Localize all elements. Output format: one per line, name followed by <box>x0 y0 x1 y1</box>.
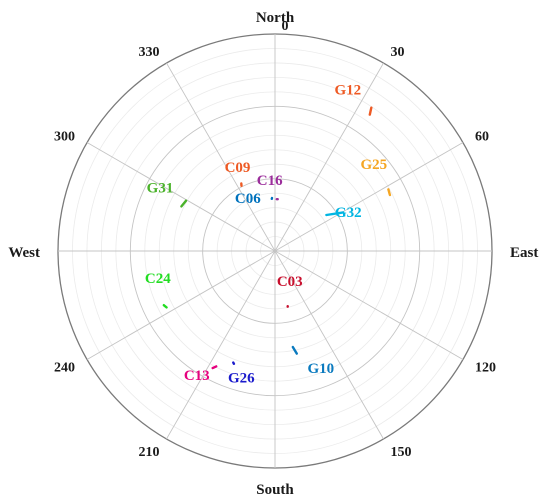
major-grid <box>57 33 493 469</box>
satellite-track <box>325 211 345 217</box>
west-label: West <box>8 245 40 261</box>
azimuth-tick-label: 210 <box>139 445 160 460</box>
azimuth-tick-label: 330 <box>139 45 160 60</box>
azimuth-spoke <box>274 142 464 252</box>
satellite-track <box>291 345 298 355</box>
satellite-tracks <box>162 106 392 370</box>
chart-labels: North South East West 030601201502102403… <box>0 0 538 498</box>
azimuth-spoke <box>86 142 276 252</box>
azimuth-tick-label: 240 <box>54 361 75 376</box>
south-label: South <box>256 482 294 498</box>
satellite-label: C09 <box>225 160 251 176</box>
satellite-label: G26 <box>228 371 255 387</box>
satellite-label: C24 <box>145 271 171 287</box>
azimuth-spoke <box>166 62 276 252</box>
satellite-track <box>368 106 373 116</box>
elevation-label: 60 <box>0 0 7 4</box>
azimuth-tick-label: 150 <box>391 445 412 460</box>
azimuth-spoke <box>86 250 276 360</box>
azimuth-tick-label: 120 <box>475 361 496 376</box>
azimuth-tick-label: 0 <box>282 19 289 34</box>
satellite-label: C16 <box>257 173 283 189</box>
satellite-track <box>387 188 392 197</box>
satellite-label: G25 <box>361 157 388 173</box>
satellite-label: G12 <box>334 83 361 99</box>
satellite-label: G32 <box>335 205 362 221</box>
satellite-label: C03 <box>277 274 303 290</box>
satellite-track <box>180 199 188 208</box>
azimuth-spoke <box>166 250 276 440</box>
azimuth-spoke <box>274 250 384 440</box>
north-label: North <box>256 10 295 26</box>
satellite-label: C13 <box>184 368 210 384</box>
azimuth-tick-label: 60 <box>475 130 489 145</box>
east-label: East <box>510 245 538 261</box>
satellite-label: G10 <box>307 361 334 377</box>
satellite-track <box>211 365 218 370</box>
azimuth-tick-label: 300 <box>54 130 75 145</box>
satellite-label: C06 <box>235 191 261 207</box>
azimuth-spoke <box>274 62 384 252</box>
satellite-label: G31 <box>147 181 174 197</box>
azimuth-spoke <box>274 250 464 360</box>
azimuth-tick-label: 30 <box>391 45 405 60</box>
satellite-track <box>162 304 168 309</box>
satellite-track <box>232 361 236 365</box>
elevation-label: 30 <box>0 0 7 4</box>
